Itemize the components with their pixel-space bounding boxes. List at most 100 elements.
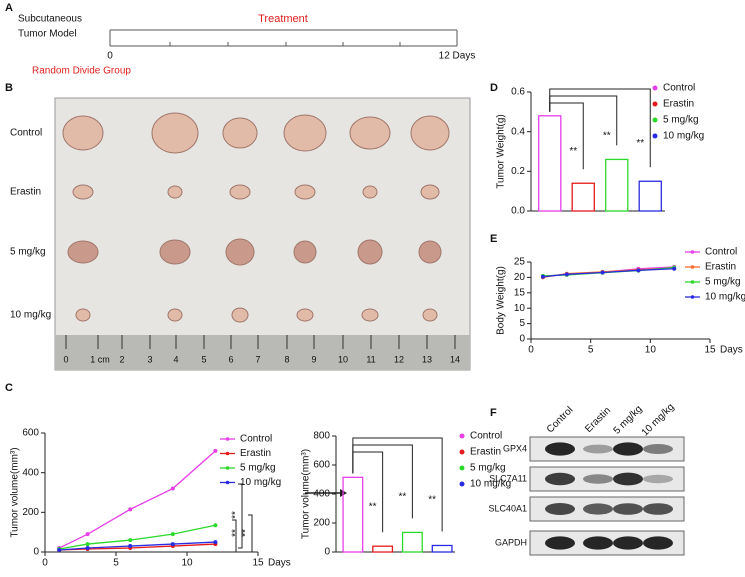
tumor xyxy=(225,238,255,266)
band xyxy=(613,536,643,550)
timeline-label: 12 Days xyxy=(439,51,476,62)
lane-label: 10 mg/kg xyxy=(640,402,677,439)
point xyxy=(128,544,133,549)
tumor xyxy=(72,184,94,200)
tumor xyxy=(418,240,442,264)
tumor xyxy=(410,115,450,151)
annotation: ** xyxy=(428,494,436,505)
legend-label: Erastin xyxy=(663,99,694,110)
legend-marker xyxy=(225,437,230,441)
legend-label: 10 mg/kg xyxy=(240,477,281,488)
legend-label: 5 mg/kg xyxy=(705,277,741,288)
point xyxy=(128,538,133,543)
x-tick-label: 5 xyxy=(588,345,594,356)
legend-label: Control xyxy=(663,83,695,94)
tumor xyxy=(420,184,440,200)
protein-label: GAPDH xyxy=(495,537,527,547)
tumor xyxy=(349,116,391,150)
y-axis-label: Body Weight(g) xyxy=(496,266,507,335)
legend-label: Erastin xyxy=(470,447,501,458)
x-axis-label: Days xyxy=(720,345,743,356)
bar xyxy=(571,182,595,212)
band xyxy=(545,442,575,456)
y-tick-label: 25 xyxy=(514,257,526,268)
legend-marker xyxy=(652,117,658,123)
y-axis-label: Tumor volume(mm³) xyxy=(10,447,21,537)
timeline-label: 0 xyxy=(107,51,113,62)
y-tick-label: 600 xyxy=(313,460,330,471)
tumor xyxy=(361,308,379,322)
band xyxy=(643,536,673,550)
panel-label: F xyxy=(490,407,497,419)
bracket xyxy=(549,102,584,170)
tumor xyxy=(229,184,251,200)
ruler-label: 0 xyxy=(63,354,68,364)
y-tick-label: 0.0 xyxy=(511,206,525,217)
annotation: ** xyxy=(603,130,611,141)
annotation: ** xyxy=(398,491,406,502)
ruler-label: 13 xyxy=(422,354,432,364)
y-tick-label: 20 xyxy=(514,272,526,283)
tumor xyxy=(294,184,316,200)
ruler-label: 14 xyxy=(450,354,460,364)
tumor xyxy=(362,185,378,199)
legend-label: 5 mg/kg xyxy=(470,463,506,474)
timeline-ticks xyxy=(109,30,458,47)
protein-label: GPX4 xyxy=(503,443,527,453)
tumor xyxy=(75,308,91,322)
bracket xyxy=(352,437,443,532)
bar xyxy=(372,545,394,553)
photo-content: Control Erastin 5 mg/kg 10 mg/kg 0 1 cm 2 3 4 5 6 7… xyxy=(10,112,460,364)
ruler-label: 5 xyxy=(201,354,206,364)
point xyxy=(600,270,605,275)
point xyxy=(170,542,175,547)
y-tick-label: 0.4 xyxy=(511,126,525,137)
series-line xyxy=(58,450,216,549)
x-tick-label: 0 xyxy=(42,558,48,569)
legend-label: 5 mg/kg xyxy=(240,463,276,474)
band xyxy=(643,444,673,454)
legend-label: Erastin xyxy=(705,262,736,273)
bar xyxy=(342,476,364,553)
x-tick-label: 10 xyxy=(645,345,657,356)
legend-marker xyxy=(459,449,465,455)
legend-marker xyxy=(225,466,230,470)
y-tick-label: 200 xyxy=(313,518,330,529)
point xyxy=(85,546,90,551)
legend-marker xyxy=(652,133,658,139)
legend-marker xyxy=(652,85,658,91)
series-line xyxy=(59,541,216,551)
bracket xyxy=(549,88,651,168)
bar xyxy=(605,158,629,212)
point xyxy=(170,486,175,491)
row-label: 5 mg/kg xyxy=(10,247,46,258)
protein-label: SLC7A11 xyxy=(489,473,527,483)
y-tick-label: 200 xyxy=(22,507,39,518)
band xyxy=(613,442,643,456)
tumor xyxy=(283,114,327,152)
timeline-label: Tumor Model xyxy=(18,29,77,40)
band xyxy=(643,503,673,515)
x-tick-label: 15 xyxy=(704,345,716,356)
y-tick-label: 15 xyxy=(514,287,526,298)
panel-label: B xyxy=(5,82,13,94)
tumor xyxy=(357,239,383,265)
panel-label: A xyxy=(5,2,13,14)
tumor xyxy=(231,307,249,323)
point xyxy=(85,532,90,537)
point xyxy=(636,268,641,273)
bar xyxy=(538,115,562,212)
x-tick-label: 5 xyxy=(113,558,119,569)
legend-marker xyxy=(690,265,695,269)
y-tick-label: 0 xyxy=(519,334,525,345)
legend-label: Control xyxy=(470,431,502,442)
panel-label: D xyxy=(490,82,498,94)
point xyxy=(170,532,175,537)
legend-marker xyxy=(225,451,230,456)
ruler-label: 10 xyxy=(338,354,348,364)
tumor xyxy=(67,240,99,264)
legend-label: Control xyxy=(240,434,272,445)
bracket xyxy=(352,451,384,533)
